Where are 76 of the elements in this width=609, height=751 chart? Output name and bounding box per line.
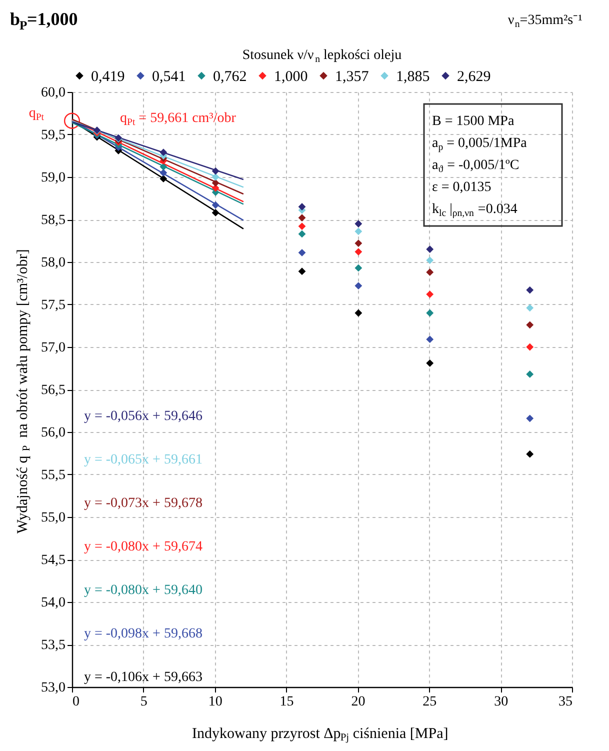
point (212, 201, 220, 209)
point (354, 282, 362, 290)
legend-label: 1,357 (335, 68, 370, 85)
y-tick-label: 56,5 (41, 383, 66, 398)
legend-label: 1,000 (274, 68, 308, 85)
annotation: y = -0,073x + 59,678 (84, 496, 202, 511)
point (64, 112, 80, 129)
point (354, 309, 362, 317)
point (212, 208, 220, 216)
point (298, 214, 306, 222)
annotation: ε = 0,0135 (432, 180, 492, 195)
x-tick-label: 25 (422, 694, 437, 710)
point (526, 343, 534, 351)
point (298, 230, 306, 238)
legend-label: 0,762 (213, 68, 247, 85)
annotation: y = -0,080x + 59,674 (84, 540, 202, 554)
point (526, 450, 534, 458)
y-tick-label: 54,5 (41, 553, 66, 568)
point (354, 264, 362, 272)
point (354, 228, 362, 236)
y-tick-label: 58,5 (41, 213, 66, 228)
point (160, 174, 168, 182)
y-axis-title: Wydajność qP na obrót wału pompy [cm³/obr] (15, 249, 32, 534)
legend-label: 0,541 (152, 68, 186, 85)
point (426, 268, 434, 276)
point (212, 173, 220, 181)
annotation: B = 1500 MPa (432, 114, 515, 129)
annotation: y = -0,106x + 59,663 (84, 670, 202, 685)
point (526, 286, 534, 294)
x-tick-label: 30 (494, 694, 508, 710)
x-tick-label: 20 (351, 694, 366, 710)
annotation: y = -0,056x + 59,646 (84, 409, 202, 424)
legend-label: 1,885 (396, 68, 430, 85)
point (298, 248, 306, 256)
point (354, 220, 362, 228)
point (212, 167, 220, 175)
point (526, 304, 534, 312)
y-tick-label: 57,0 (41, 340, 66, 356)
y-tick-label: 54,0 (41, 596, 66, 610)
y-tick-label: 60,0 (41, 86, 66, 100)
point (160, 148, 168, 156)
x-tick-label: 5 (140, 694, 148, 710)
y-tick-label: 59,5 (41, 128, 66, 143)
point (426, 359, 434, 367)
annotation: y = -0,080x + 59,640 (84, 583, 202, 598)
y-tick-label: 55,0 (41, 510, 66, 526)
y-tick-label: 59,0 (41, 170, 66, 186)
annotation: y = -0,098x + 59,668 (84, 626, 202, 642)
y-tick-label: 53,0 (41, 680, 66, 696)
y-tick-label: 56,0 (41, 426, 66, 440)
y-tick-label: 55,5 (41, 468, 66, 483)
point (426, 336, 434, 344)
point (426, 290, 434, 298)
point (212, 179, 220, 187)
annotation: y = -0,065x + 59,661 (84, 452, 202, 468)
point (426, 309, 434, 317)
x-tick-label: 15 (280, 694, 294, 710)
legend-label: 2,629 (457, 68, 491, 85)
point (160, 163, 168, 171)
point (426, 246, 434, 253)
point (160, 169, 168, 176)
point (354, 248, 362, 256)
x-tick-label: 35 (558, 694, 572, 710)
point (526, 321, 534, 329)
point (526, 370, 534, 378)
y-tick-label: 57,5 (41, 298, 66, 313)
x-tick-label: 0 (72, 694, 80, 710)
x-tick-label: 10 (208, 694, 222, 710)
point (298, 268, 306, 276)
legend-label: 0,419 (91, 68, 125, 85)
point (426, 256, 434, 264)
point (526, 414, 534, 422)
y-tick-label: 58,0 (41, 256, 66, 270)
point (298, 222, 306, 230)
y-tick-label: 53,5 (41, 638, 66, 653)
point (354, 240, 362, 248)
